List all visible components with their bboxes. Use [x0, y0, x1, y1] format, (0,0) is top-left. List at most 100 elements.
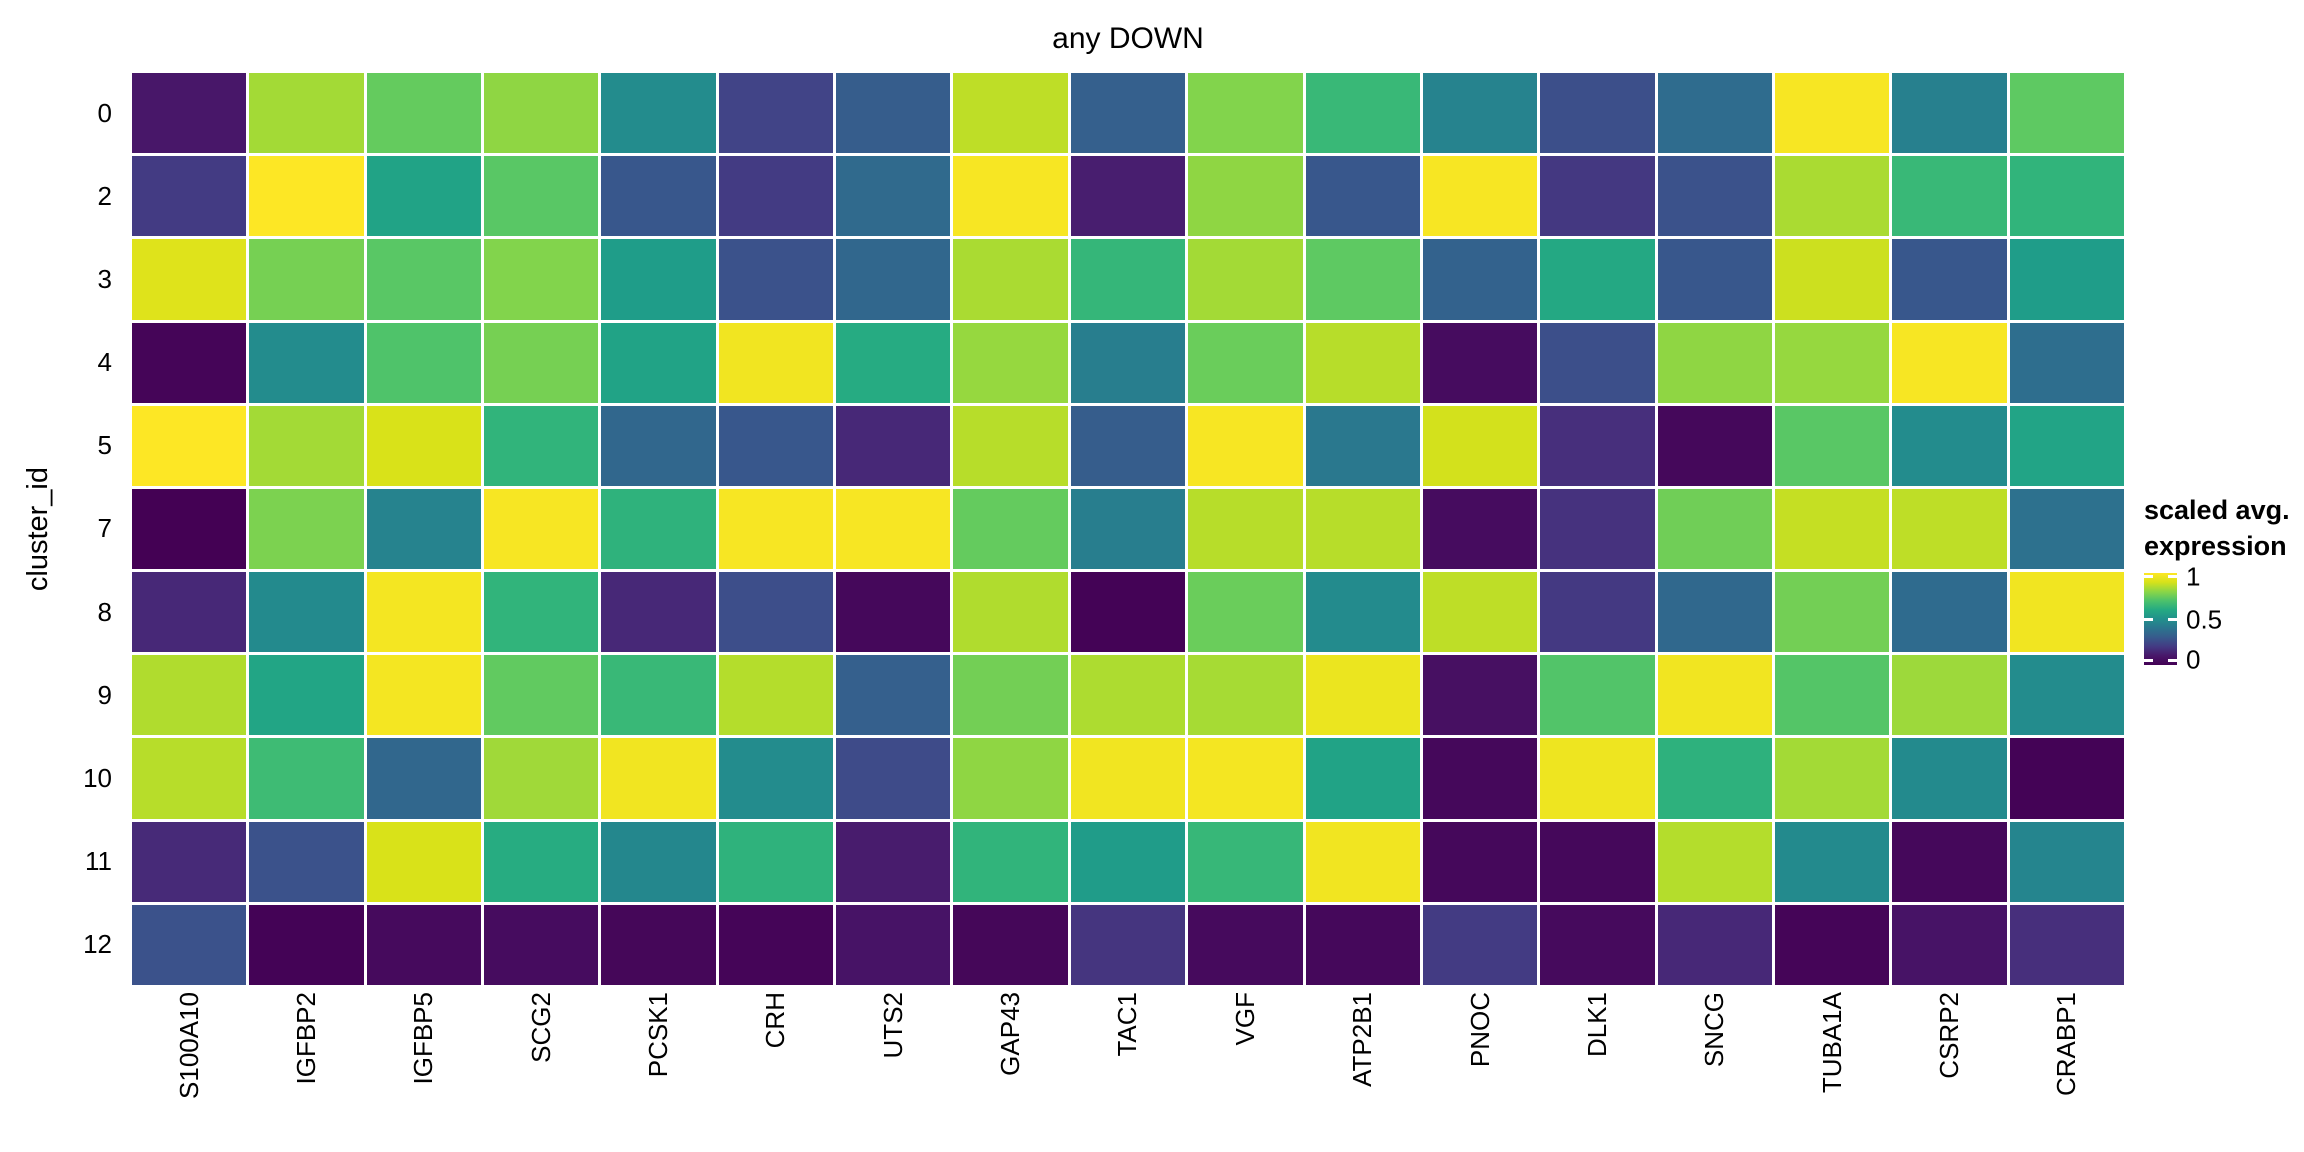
heatmap-cell — [601, 405, 716, 486]
heatmap-cell — [1188, 821, 1303, 902]
heatmap-cell — [249, 572, 364, 653]
x-tick-label: PCSK1 — [601, 992, 715, 1150]
heatmap-cell — [1892, 322, 2007, 403]
x-tick-label: TUBA1A — [1775, 992, 1889, 1150]
x-tick-label: VGF — [1188, 992, 1302, 1150]
heatmap-cell — [1540, 239, 1655, 320]
x-tick-label-text: PCSK1 — [643, 992, 674, 1078]
heatmap-cell — [836, 572, 951, 653]
heatmap-cell — [1774, 655, 1890, 736]
heatmap-cell — [1657, 655, 1772, 736]
heatmap-cell — [1657, 322, 1772, 403]
heatmap-grid — [132, 73, 2124, 985]
heatmap-cell — [718, 73, 834, 154]
heatmap-cell — [249, 405, 364, 486]
heatmap-cell — [601, 322, 716, 403]
heatmap-cell — [1540, 73, 1655, 154]
y-tick-label: 0 — [97, 97, 112, 128]
heatmap-cell — [1540, 655, 1655, 736]
heatmap-cell — [1422, 405, 1538, 486]
heatmap-cell — [601, 73, 716, 154]
heatmap-cell — [1188, 655, 1303, 736]
heatmap-cell — [1774, 239, 1890, 320]
heatmap-cell — [718, 738, 834, 819]
heatmap-cell — [601, 488, 716, 570]
heatmap-cell — [1422, 904, 1538, 985]
heatmap-cell — [1422, 821, 1538, 902]
heatmap-cell — [601, 239, 716, 320]
heatmap-cell — [249, 322, 364, 403]
y-tick-label: 11 — [85, 846, 112, 877]
legend-tick-label: 0 — [2186, 644, 2201, 675]
x-axis-tick-labels: S100A10 IGFBP2 IGFBP5 SCG2 PCSK1 CRH UTS2 GAP43… — [132, 992, 2124, 1150]
heatmap-cell — [1422, 73, 1538, 154]
heatmap-cell — [601, 655, 716, 736]
heatmap-cell — [132, 904, 247, 985]
heatmap-cell — [132, 655, 247, 736]
heatmap-cell — [484, 73, 599, 154]
heatmap-cell — [1540, 488, 1655, 570]
heatmap-cell — [1892, 73, 2007, 154]
heatmap-cell — [1422, 572, 1538, 653]
heatmap-cell — [249, 156, 364, 237]
heatmap-cell — [836, 655, 951, 736]
heatmap-cell — [366, 239, 482, 320]
x-tick-label-text: CRABP1 — [2051, 992, 2082, 1097]
heatmap-cell — [836, 322, 951, 403]
plot-title: any DOWN — [1052, 22, 1204, 55]
heatmap-cell — [1188, 239, 1303, 320]
heatmap-cell — [1774, 322, 1890, 403]
heatmap-cell — [2009, 738, 2124, 819]
heatmap-cell — [249, 655, 364, 736]
x-tick-label: UTS2 — [836, 992, 950, 1150]
x-tick-label-text: UTS2 — [877, 992, 908, 1059]
heatmap-cell — [1188, 738, 1303, 819]
heatmap-cell — [1070, 655, 1186, 736]
heatmap-cell — [484, 322, 599, 403]
x-tick-label: GAP43 — [953, 992, 1067, 1150]
heatmap-cell — [366, 821, 482, 902]
heatmap-cell — [484, 572, 599, 653]
x-tick-label-text: CRH — [760, 992, 791, 1049]
heatmap-cell — [249, 73, 364, 154]
y-tick-label: 10 — [83, 763, 112, 794]
heatmap-cell — [718, 488, 834, 570]
heatmap-cell — [836, 405, 951, 486]
heatmap-cell — [836, 488, 951, 570]
x-tick-label: S100A10 — [132, 992, 246, 1150]
heatmap-cell — [1892, 405, 2007, 486]
x-tick-label: IGFBP2 — [249, 992, 363, 1150]
x-tick-label-text: SCG2 — [525, 992, 556, 1063]
x-tick-label: PNOC — [1423, 992, 1537, 1150]
x-tick-label-text: S100A10 — [173, 992, 204, 1099]
heatmap-cell — [2009, 821, 2124, 902]
heatmap-cell — [718, 239, 834, 320]
x-tick-label: CRABP1 — [2010, 992, 2124, 1150]
legend-tick-dash — [2168, 658, 2177, 662]
y-axis-tick-labels: 0 2 3 4 5 7 8 9 10 11 12 — [0, 73, 122, 985]
heatmap-cell — [249, 904, 364, 985]
x-tick-label-text: SNCG — [1699, 992, 1730, 1068]
heatmap-cell — [1657, 156, 1772, 237]
heatmap-cell — [1305, 239, 1420, 320]
heatmap-cell — [953, 73, 1068, 154]
heatmap-cell — [953, 904, 1068, 985]
heatmap-cell — [484, 821, 599, 902]
heatmap-cell — [1774, 156, 1890, 237]
heatmap-cell — [601, 738, 716, 819]
x-tick-label: SCG2 — [484, 992, 598, 1150]
heatmap-cell — [836, 73, 951, 154]
heatmap-cell — [484, 904, 599, 985]
heatmap-cell — [1422, 322, 1538, 403]
heatmap-cell — [1188, 322, 1303, 403]
heatmap-cell — [2009, 156, 2124, 237]
heatmap-cell — [836, 738, 951, 819]
heatmap-cell — [2009, 655, 2124, 736]
heatmap-cell — [1892, 821, 2007, 902]
heatmap-cell — [366, 156, 482, 237]
heatmap-cell — [1305, 322, 1420, 403]
heatmap-cell — [366, 405, 482, 486]
heatmap-cell — [1188, 73, 1303, 154]
heatmap-cell — [132, 488, 247, 570]
